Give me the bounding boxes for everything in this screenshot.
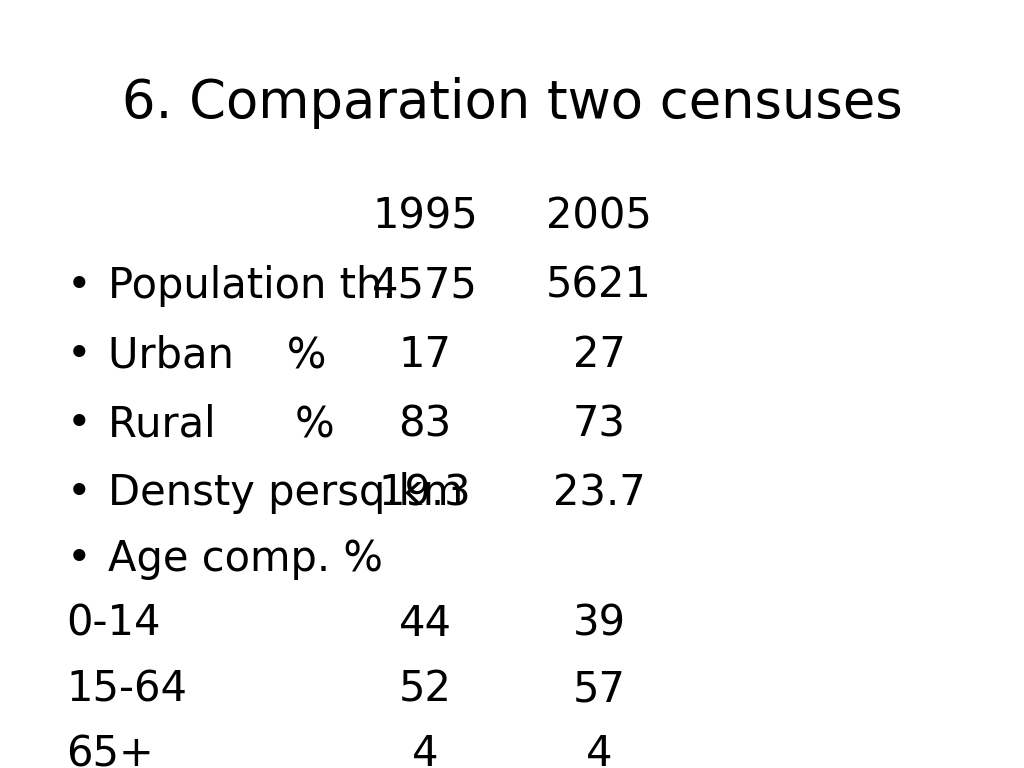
- Text: 2005: 2005: [546, 196, 652, 238]
- Text: 65+: 65+: [67, 733, 155, 768]
- Text: Age comp. %: Age comp. %: [108, 538, 382, 580]
- Text: •: •: [67, 403, 91, 445]
- Text: 1995: 1995: [372, 196, 478, 238]
- Text: •: •: [67, 334, 91, 376]
- Text: 5621: 5621: [546, 265, 652, 307]
- Text: 17: 17: [398, 334, 452, 376]
- Text: 52: 52: [398, 668, 452, 710]
- Text: •: •: [67, 265, 91, 307]
- Text: Urban    %: Urban %: [108, 334, 326, 376]
- Text: 4: 4: [586, 733, 612, 768]
- Text: 39: 39: [572, 603, 626, 645]
- Text: 4: 4: [412, 733, 438, 768]
- Text: •: •: [67, 472, 91, 515]
- Text: 6. Comparation two censuses: 6. Comparation two censuses: [122, 77, 902, 129]
- Text: Population th.: Population th.: [108, 265, 395, 307]
- Text: 73: 73: [572, 403, 626, 445]
- Text: 15-64: 15-64: [67, 668, 187, 710]
- Text: 23.7: 23.7: [553, 472, 645, 515]
- Text: 44: 44: [398, 603, 452, 645]
- Text: 0-14: 0-14: [67, 603, 161, 645]
- Text: Densty persq.km: Densty persq.km: [108, 472, 463, 515]
- Text: 27: 27: [572, 334, 626, 376]
- Text: 57: 57: [572, 668, 626, 710]
- Text: 19.3: 19.3: [379, 472, 471, 515]
- Text: 4575: 4575: [372, 265, 478, 307]
- Text: •: •: [67, 538, 91, 580]
- Text: Rural      %: Rural %: [108, 403, 334, 445]
- Text: 83: 83: [398, 403, 452, 445]
